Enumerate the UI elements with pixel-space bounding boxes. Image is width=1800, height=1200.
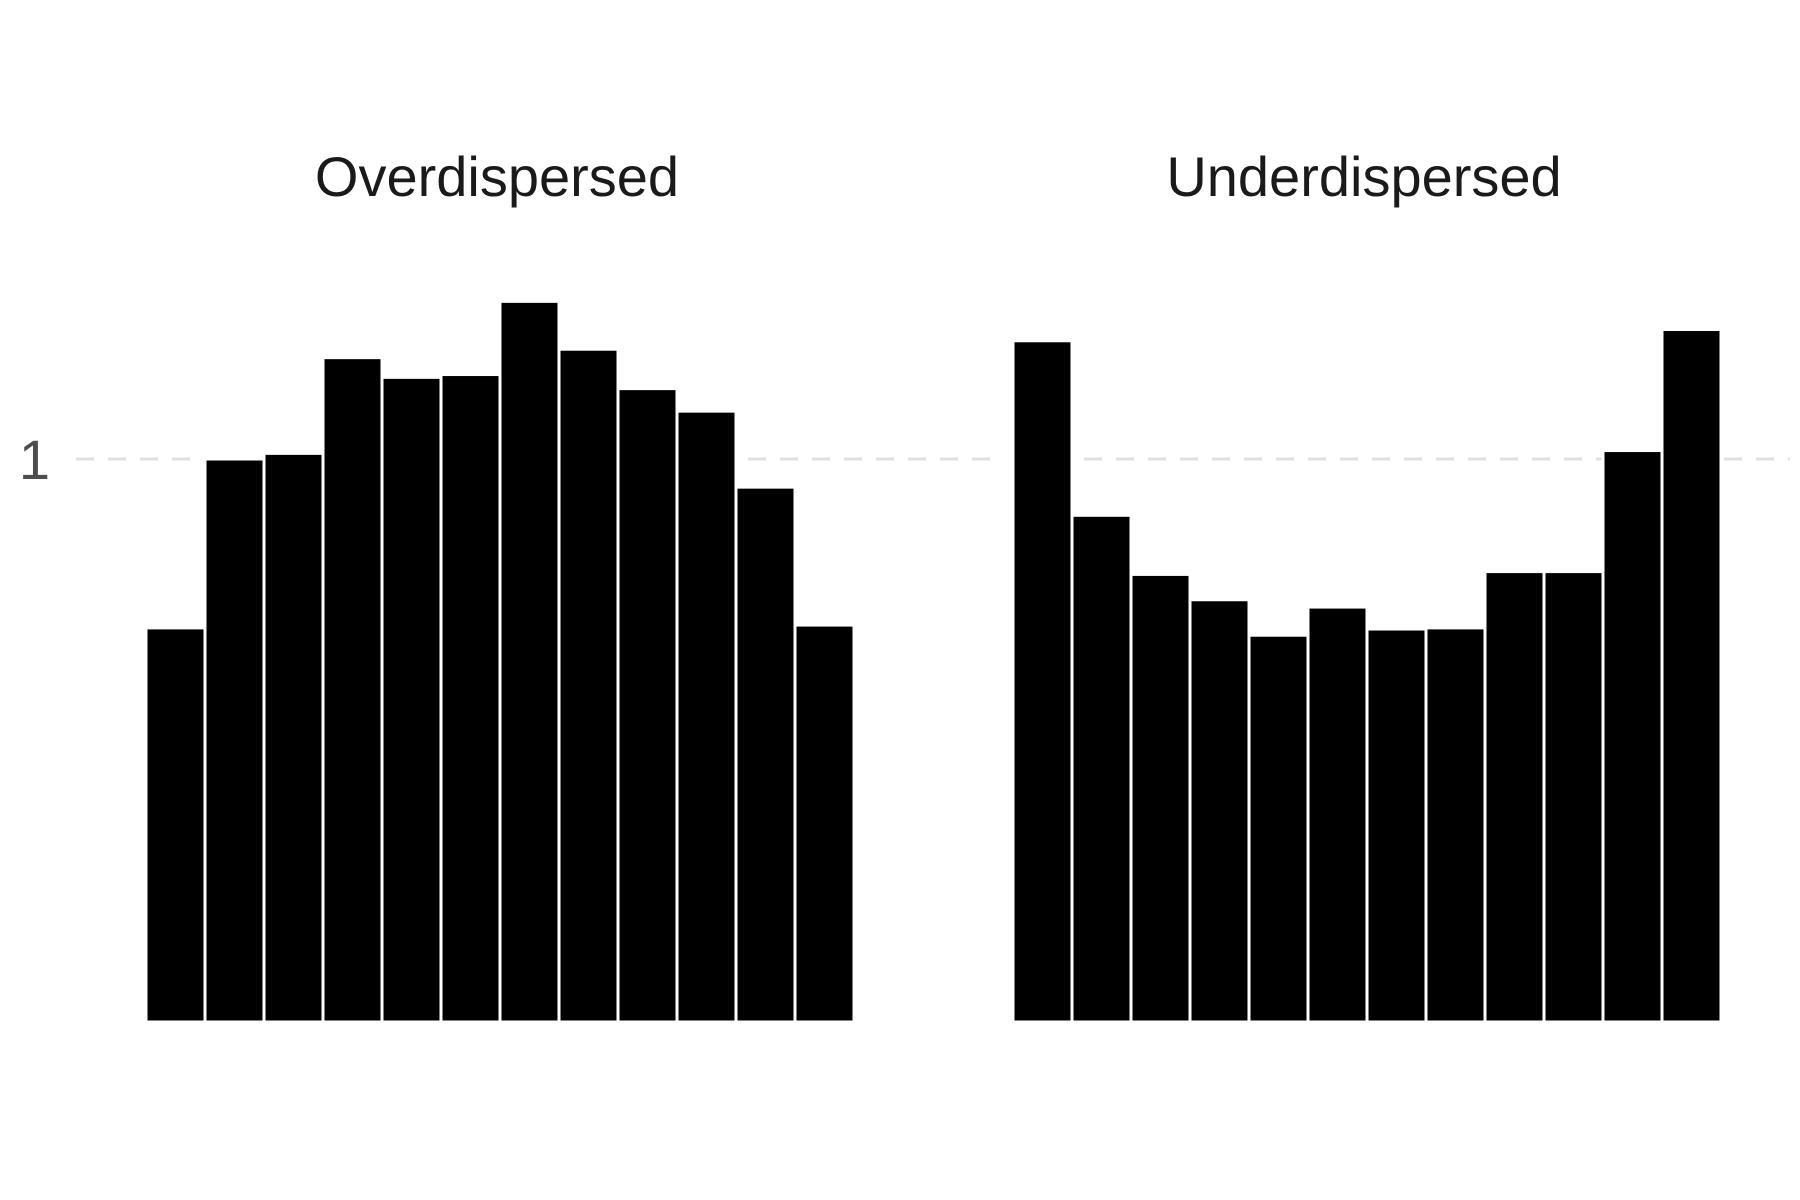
panel-underdispersed: Underdispersed bbox=[1011, 145, 1790, 1024]
bar-overdispersed-7 bbox=[498, 299, 561, 1024]
bar-overdispersed-2 bbox=[203, 457, 266, 1024]
bar-underdispersed-9 bbox=[1483, 570, 1546, 1024]
bar-underdispersed-7 bbox=[1365, 627, 1428, 1024]
bar-underdispersed-4 bbox=[1188, 598, 1251, 1024]
bar-underdispersed-3 bbox=[1129, 572, 1192, 1024]
bar-overdispersed-12 bbox=[793, 623, 856, 1024]
panel-overdispersed: Overdispersed 1 bbox=[19, 145, 1000, 1024]
bar-underdispersed-1 bbox=[1011, 339, 1074, 1024]
bar-overdispersed-11 bbox=[734, 485, 797, 1024]
bars-underdispersed bbox=[1011, 328, 1723, 1024]
y-tick-label: 1 bbox=[19, 428, 50, 491]
panel-title-underdispersed: Underdispersed bbox=[1166, 145, 1561, 208]
bars-overdispersed bbox=[144, 299, 856, 1024]
bar-overdispersed-9 bbox=[616, 387, 679, 1024]
bar-underdispersed-11 bbox=[1601, 449, 1664, 1024]
bar-overdispersed-3 bbox=[262, 451, 325, 1024]
bar-underdispersed-12 bbox=[1660, 328, 1723, 1024]
bar-underdispersed-2 bbox=[1070, 513, 1133, 1024]
bar-overdispersed-4 bbox=[321, 356, 384, 1024]
bar-underdispersed-10 bbox=[1542, 570, 1605, 1024]
bar-overdispersed-1 bbox=[144, 626, 207, 1024]
bar-underdispersed-6 bbox=[1306, 605, 1369, 1024]
bar-underdispersed-8 bbox=[1424, 626, 1487, 1024]
panel-title-overdispersed: Overdispersed bbox=[315, 145, 679, 208]
bar-overdispersed-5 bbox=[380, 375, 443, 1024]
bar-underdispersed-5 bbox=[1247, 633, 1310, 1024]
bar-overdispersed-6 bbox=[439, 373, 502, 1024]
bar-overdispersed-8 bbox=[557, 347, 620, 1024]
bar-overdispersed-10 bbox=[675, 409, 738, 1024]
